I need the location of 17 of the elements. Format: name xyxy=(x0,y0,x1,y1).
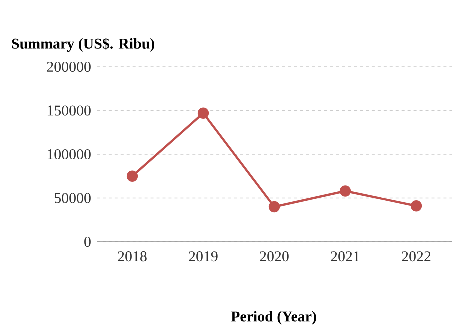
x-tick-label: 2018 xyxy=(118,252,147,262)
x-tick-label: 2022 xyxy=(402,252,431,262)
point xyxy=(198,108,210,119)
point xyxy=(268,201,280,213)
x-axis-title: Period (Year) xyxy=(231,311,316,325)
y-tick-label: 100000 xyxy=(48,149,91,160)
chart-title: Summary (US$. Ribu) xyxy=(12,38,154,52)
point xyxy=(340,186,352,197)
x-tick-label: 2021 xyxy=(331,252,360,262)
x-tick-label: 2019 xyxy=(189,252,218,262)
y-tick-label: 150000 xyxy=(48,106,91,116)
point xyxy=(410,200,422,212)
y-tick-label: 200000 xyxy=(47,62,91,72)
x-tick-label: 2020 xyxy=(260,252,289,262)
point xyxy=(126,170,138,182)
y-tick-label: 0 xyxy=(84,236,91,248)
y-tick-label: 50000 xyxy=(54,193,91,204)
